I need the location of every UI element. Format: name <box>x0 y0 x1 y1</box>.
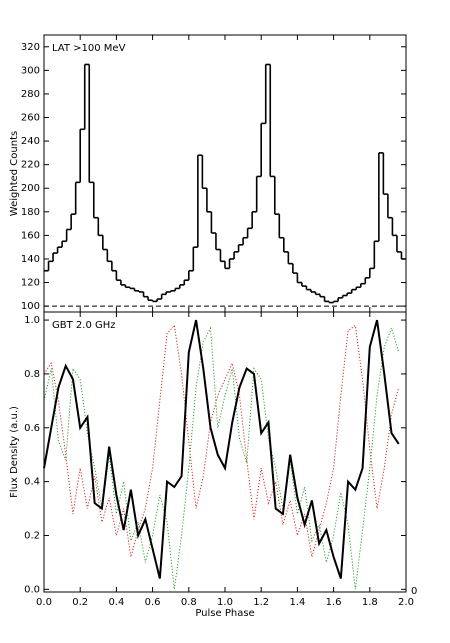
x-tick-label: 1.4 <box>289 597 305 608</box>
x-tick-label: 0.8 <box>181 597 197 608</box>
y-tick-label: 280 <box>21 89 40 100</box>
series-line <box>43 326 400 590</box>
y-tick-label: 1.0 <box>24 315 40 326</box>
y-tick-label: 0.8 <box>24 369 40 380</box>
y-axis-label: Weighted Counts <box>9 131 20 216</box>
corner-label: 0 <box>411 586 417 597</box>
x-tick-label: 1.2 <box>253 597 269 608</box>
x-tick-label: 0.4 <box>108 597 124 608</box>
x-tick-label: 0.6 <box>145 597 161 608</box>
y-tick-label: 300 <box>21 65 40 76</box>
x-tick-label: 1.0 <box>217 597 233 608</box>
y-tick-label: 0.0 <box>24 584 40 595</box>
y-tick-label: 320 <box>21 42 40 53</box>
x-tick-label: 1.8 <box>362 597 378 608</box>
y-tick-label: 200 <box>21 183 40 194</box>
y-tick-label: 240 <box>21 136 40 147</box>
plot-frame <box>43 311 407 593</box>
y-tick-label: 120 <box>21 278 40 289</box>
x-tick-label: 1.6 <box>326 597 342 608</box>
x-axis-label: Pulse Phase <box>195 608 254 619</box>
y-tick-label: 220 <box>21 160 40 171</box>
x-tick-label: 2.0 <box>398 597 414 608</box>
x-tick-label: 0.0 <box>36 597 52 608</box>
y-tick-label: 0.2 <box>24 530 40 541</box>
y-tick-label: 180 <box>21 207 40 218</box>
y-tick-label: 140 <box>21 254 40 265</box>
series-line <box>43 324 400 558</box>
y-axis-label: Flux Density (a.u.) <box>9 406 20 498</box>
y-tick-label: 100 <box>21 301 40 312</box>
y-tick-label: 0.4 <box>24 477 40 488</box>
y-tick-label: 260 <box>21 113 40 124</box>
panel-label: GBT 2.0 GHz <box>52 320 116 331</box>
panel-label: LAT >100 MeV <box>52 43 126 54</box>
series-line <box>43 319 400 579</box>
x-tick-label: 0.2 <box>72 597 88 608</box>
y-tick-label: 0.6 <box>24 423 40 434</box>
y-tick-label: 160 <box>21 230 40 241</box>
